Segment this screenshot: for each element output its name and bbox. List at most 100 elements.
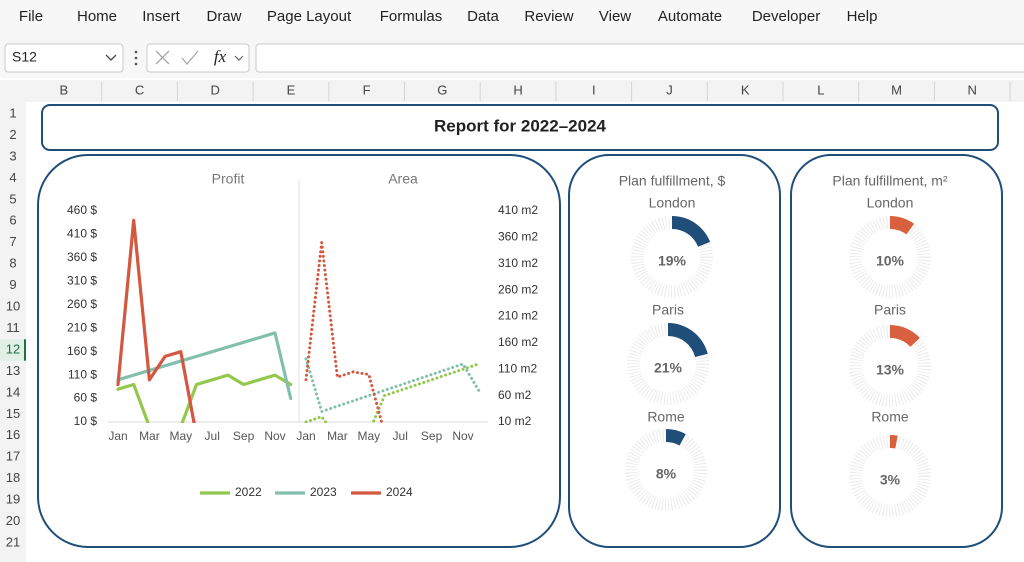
chevron xyxy=(234,55,244,61)
menu-item[interactable]: File xyxy=(19,8,43,25)
report-title: Report for 2022–2024 xyxy=(434,116,607,135)
gauge-label: London xyxy=(867,195,914,211)
y-tick-label: 260 $ xyxy=(67,297,97,311)
y-tick-label: 310 $ xyxy=(67,274,97,288)
row-header[interactable]: 9 xyxy=(9,277,16,292)
fx-label[interactable]: fx xyxy=(214,47,227,66)
formula-input[interactable] xyxy=(255,43,1024,73)
row-header[interactable]: 14 xyxy=(6,384,20,399)
y-tick-label: 60 m2 xyxy=(498,388,532,402)
row-header[interactable]: 4 xyxy=(9,170,16,185)
series-line xyxy=(304,357,481,413)
x-tick-label: Mar xyxy=(327,429,348,443)
gauge-label: Paris xyxy=(652,302,684,318)
legend-label: 2022 xyxy=(235,485,262,499)
y-tick-label: 360 m2 xyxy=(498,230,538,244)
column-header[interactable]: E xyxy=(287,82,296,97)
column-header[interactable]: J xyxy=(666,82,673,97)
row-header[interactable]: 20 xyxy=(6,513,20,528)
row-header[interactable]: 12 xyxy=(6,341,20,356)
column-header[interactable]: F xyxy=(363,82,371,97)
row-header[interactable]: 3 xyxy=(9,148,16,163)
y-tick-label: 10 $ xyxy=(74,414,98,428)
row-header[interactable]: 18 xyxy=(6,470,20,485)
x-tick-label: Sep xyxy=(233,429,255,443)
row-header-bar xyxy=(0,80,26,562)
x-tick-label: Nov xyxy=(264,429,285,443)
column-header[interactable]: D xyxy=(211,82,220,97)
chart-title: Profit xyxy=(212,171,245,187)
y-tick-label: 260 m2 xyxy=(498,282,538,296)
column-header[interactable]: L xyxy=(817,82,824,97)
row-header[interactable]: 10 xyxy=(6,299,20,314)
row-header[interactable]: 5 xyxy=(9,191,16,206)
chart-title: Area xyxy=(388,171,418,187)
gauge-arc xyxy=(666,429,686,446)
x-tick-label: Mar xyxy=(139,429,160,443)
y-tick-label: 410 m2 xyxy=(498,203,538,217)
gauge-value: 13% xyxy=(876,362,905,378)
row-header[interactable]: 21 xyxy=(6,534,20,549)
row-header[interactable]: 16 xyxy=(6,427,20,442)
row-header[interactable]: 11 xyxy=(6,320,20,335)
menu-item[interactable]: Automate xyxy=(658,8,722,25)
row-header[interactable]: 19 xyxy=(6,492,20,507)
x-tick-label: Jan xyxy=(108,429,127,443)
series-line xyxy=(304,241,384,423)
column-header[interactable]: G xyxy=(437,82,447,97)
y-tick-label: 360 $ xyxy=(67,250,97,264)
series-line xyxy=(116,331,293,401)
title-box xyxy=(41,104,999,151)
row-header[interactable]: 15 xyxy=(6,406,20,421)
menu-item[interactable]: Home xyxy=(77,8,117,25)
column-header[interactable]: M xyxy=(891,82,902,97)
y-tick-label: 410 $ xyxy=(67,227,97,241)
row-header[interactable]: 8 xyxy=(9,256,16,271)
menu-item[interactable]: View xyxy=(599,8,631,25)
row-header[interactable]: 7 xyxy=(9,234,16,249)
gauge-panel-title: Plan fulfillment, m² xyxy=(832,173,947,189)
gauge-label: London xyxy=(649,195,696,211)
x-tick-label: Nov xyxy=(452,429,473,443)
gauge-value: 10% xyxy=(876,253,905,269)
menu-item[interactable]: Page Layout xyxy=(267,8,352,25)
y-tick-label: 460 $ xyxy=(67,203,97,217)
name-box-text: S12 xyxy=(12,49,37,65)
gauge-arc xyxy=(668,323,708,358)
column-header[interactable]: I xyxy=(592,82,596,97)
row-header[interactable]: 6 xyxy=(9,213,16,228)
gauge-arc xyxy=(890,435,898,449)
row-header[interactable]: 13 xyxy=(6,363,20,378)
row-header[interactable]: 1 xyxy=(9,105,16,120)
gauge-value: 8% xyxy=(656,466,677,482)
menu-item[interactable]: Data xyxy=(467,8,499,25)
menu-item[interactable]: Developer xyxy=(752,8,820,25)
menu-item[interactable]: Help xyxy=(847,8,878,25)
x-tick-label: May xyxy=(357,429,380,443)
menu-item[interactable]: Draw xyxy=(206,8,241,25)
enter-icon[interactable] xyxy=(181,50,199,66)
row-header[interactable]: 2 xyxy=(9,127,16,142)
y-tick-label: 110 m2 xyxy=(498,361,537,375)
column-header[interactable]: N xyxy=(968,82,977,97)
gauge-panel xyxy=(790,154,1003,548)
x-tick-label: Sep xyxy=(421,429,443,443)
menu-item[interactable]: Formulas xyxy=(380,8,443,25)
column-header[interactable]: C xyxy=(135,82,144,97)
selected-row-header xyxy=(0,339,26,361)
legend-label: 2024 xyxy=(386,485,413,499)
gauge-arc xyxy=(890,325,920,347)
x-tick-label: Jul xyxy=(205,429,220,443)
column-header[interactable]: H xyxy=(513,82,522,97)
y-tick-label: 10 m2 xyxy=(498,414,532,428)
cancel-icon[interactable] xyxy=(155,50,170,65)
formula-buttons xyxy=(146,43,250,73)
menu-item[interactable]: Review xyxy=(524,8,573,25)
series-line xyxy=(116,373,293,423)
column-header[interactable]: B xyxy=(60,82,69,97)
name-box[interactable] xyxy=(4,43,124,73)
row-header[interactable]: 17 xyxy=(6,449,20,464)
column-header[interactable]: K xyxy=(741,82,750,97)
menu-item[interactable]: Insert xyxy=(142,8,180,25)
